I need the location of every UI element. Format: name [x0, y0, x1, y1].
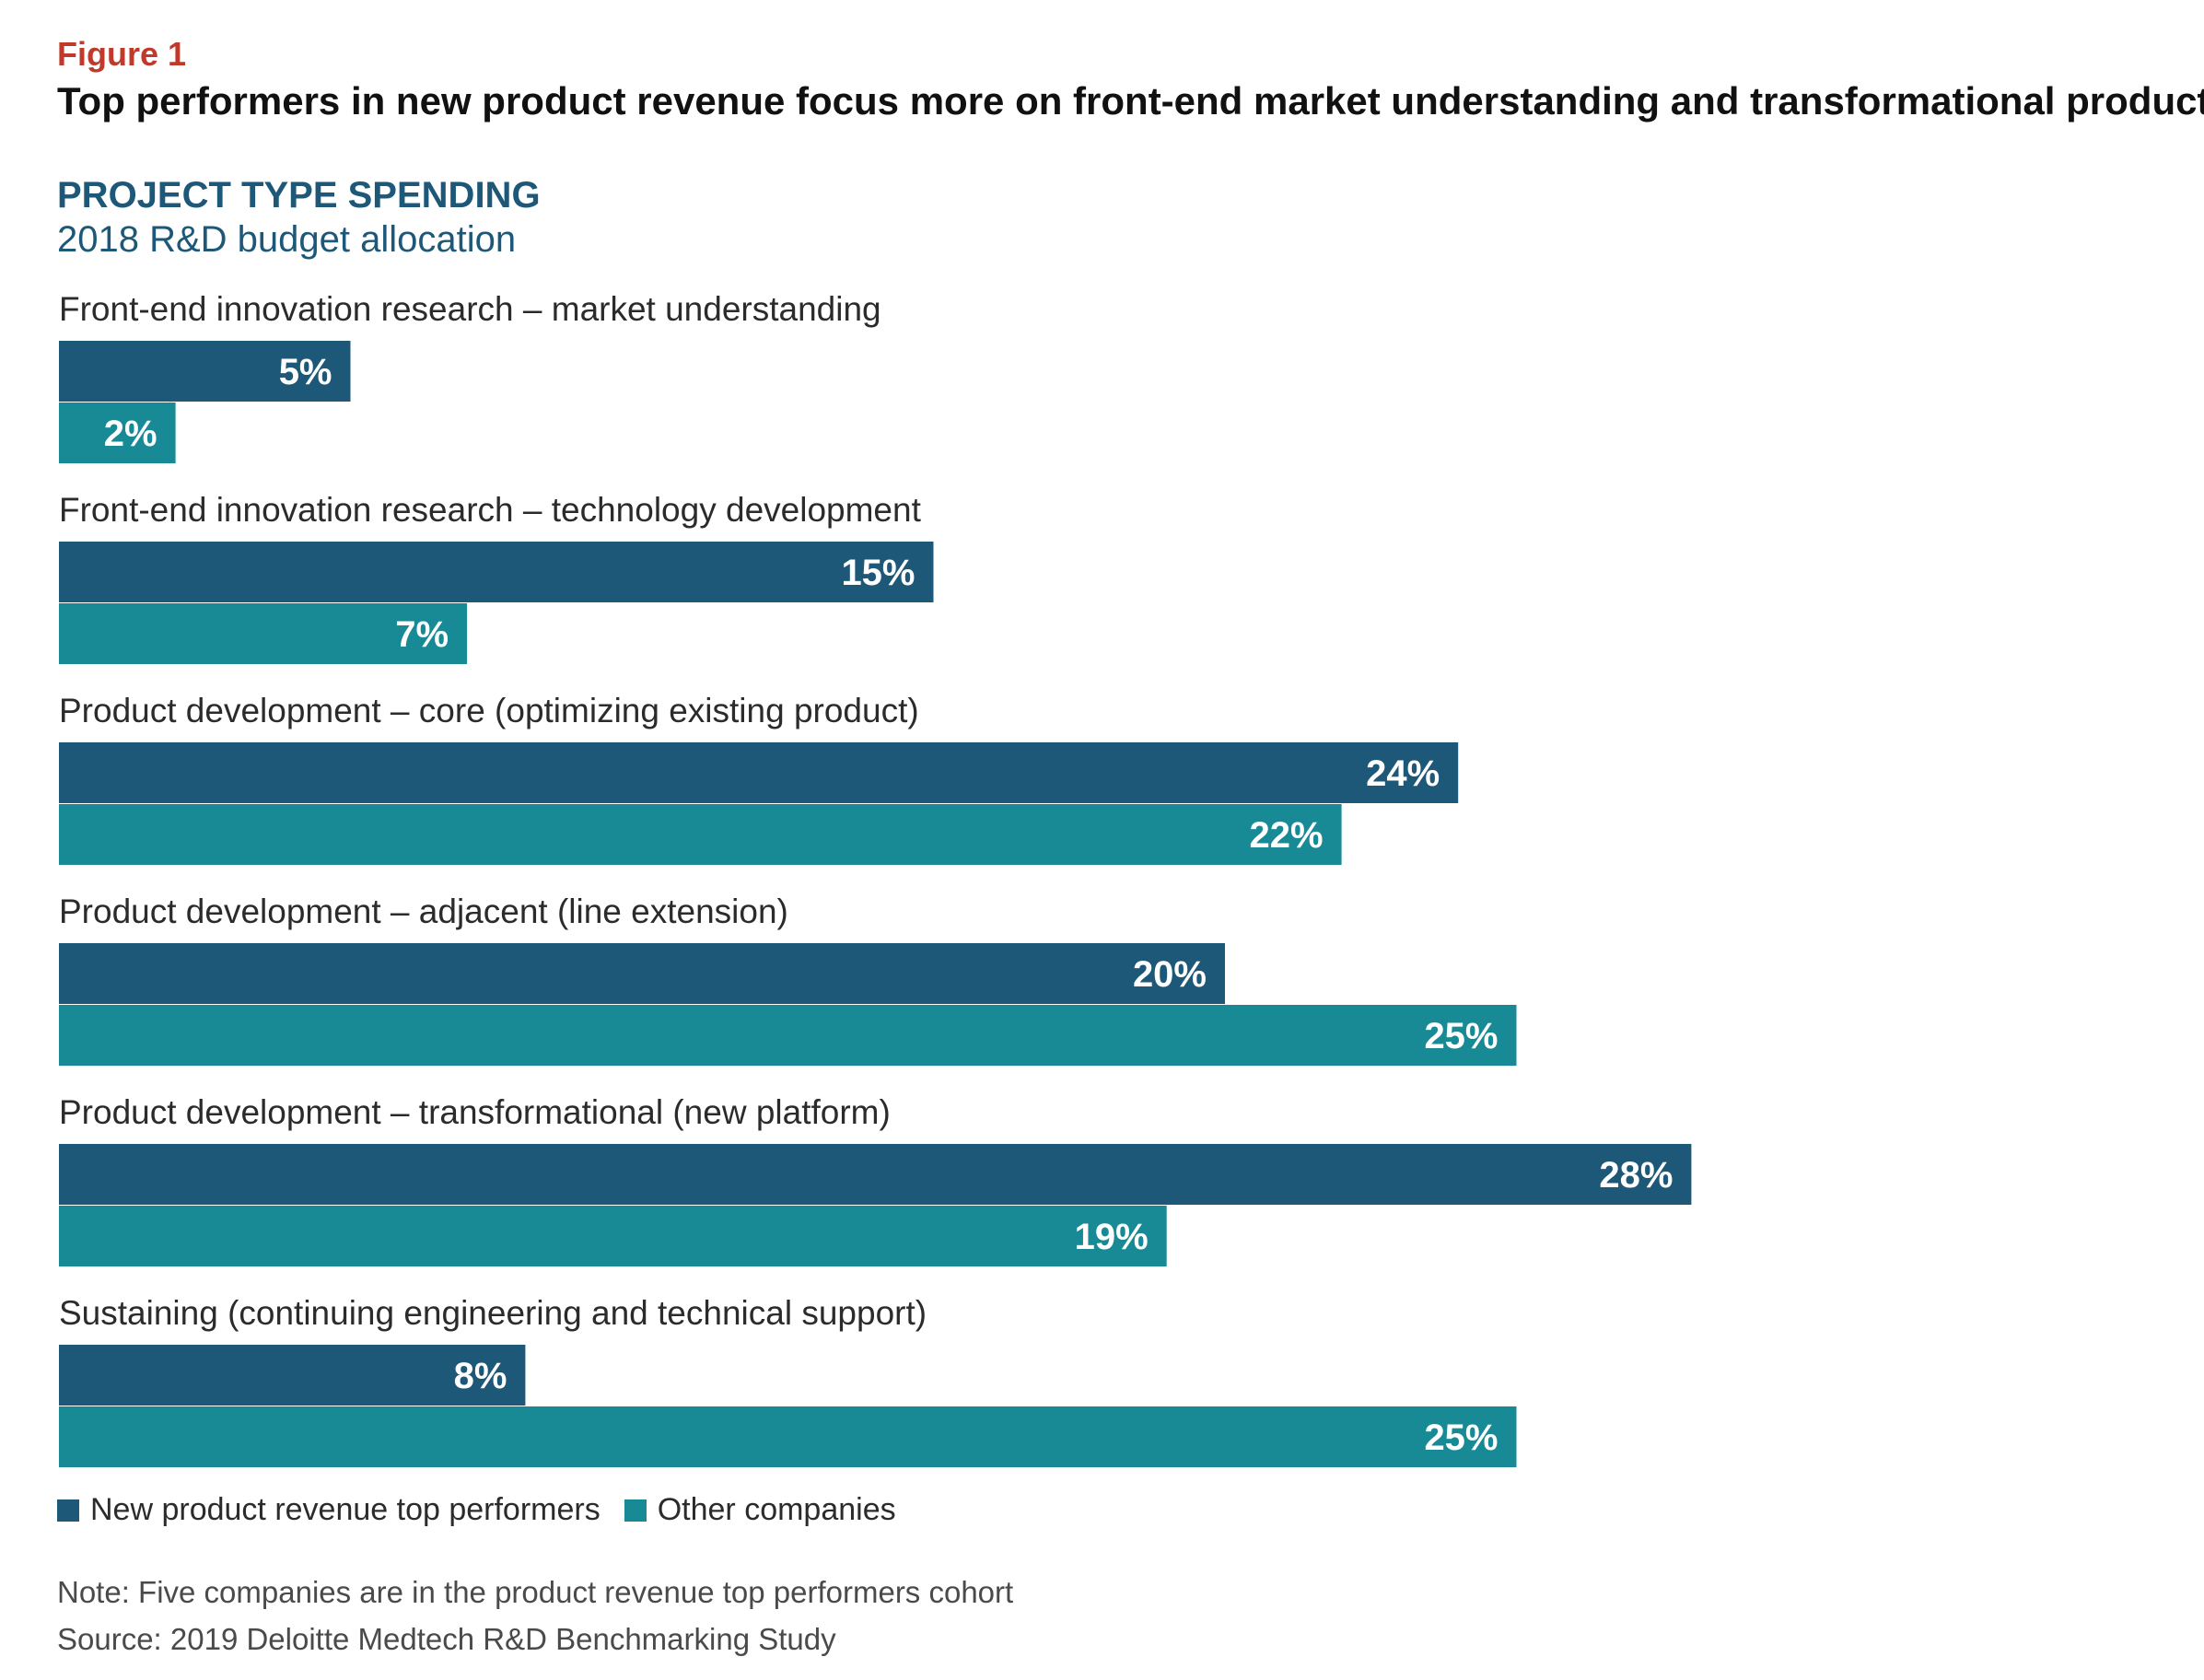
chart-title: PROJECT TYPE SPENDING — [57, 175, 541, 216]
bar-top-performers — [59, 542, 934, 602]
chart-source: Source: 2019 Deloitte Medtech R&D Benchm… — [57, 1622, 836, 1656]
data-label: 22% — [1250, 815, 1324, 856]
bar-other-companies — [59, 804, 1342, 865]
category-label: Front-end innovation research – market u… — [59, 290, 881, 328]
legend-swatch-other-companies — [624, 1499, 647, 1522]
chart-note: Note: Five companies are in the product … — [57, 1575, 1014, 1609]
bar-other-companies — [59, 603, 468, 664]
bar-top-performers — [59, 1345, 526, 1406]
data-label: 5% — [279, 352, 332, 392]
category-label: Sustaining (continuing engineering and t… — [59, 1294, 927, 1332]
figure-title: Top performers in new product revenue fo… — [57, 79, 2204, 122]
data-label: 7% — [395, 614, 449, 655]
bar-other-companies — [59, 1206, 1167, 1266]
figure-label: Figure 1 — [57, 35, 187, 73]
bar-chart: Front-end innovation research – market u… — [59, 290, 1692, 1467]
bar-other-companies — [59, 1406, 1517, 1467]
data-label: 2% — [104, 414, 157, 454]
data-label: 20% — [1133, 954, 1207, 995]
bar-top-performers — [59, 742, 1459, 803]
data-label: 28% — [1599, 1155, 1673, 1196]
category-label: Front-end innovation research – technolo… — [59, 491, 922, 529]
data-label: 15% — [841, 553, 915, 593]
chart-subtitle: 2018 R&D budget allocation — [57, 219, 517, 260]
data-label: 25% — [1424, 1016, 1498, 1056]
legend-label-other-companies: Other companies — [657, 1492, 896, 1527]
bar-top-performers — [59, 1144, 1692, 1205]
legend-item-top-performers: New product revenue top performers — [57, 1492, 601, 1528]
category-label: Product development – transformational (… — [59, 1093, 891, 1131]
bar-top-performers — [59, 943, 1225, 1004]
data-label: 25% — [1424, 1418, 1498, 1458]
category-label: Product development – core (optimizing e… — [59, 692, 919, 729]
bar-top-performers — [59, 341, 351, 402]
legend-label-top-performers: New product revenue top performers — [90, 1492, 601, 1527]
data-label: 24% — [1366, 753, 1440, 794]
chart-legend: New product revenue top performers Other… — [57, 1492, 896, 1528]
category-label: Product development – adjacent (line ext… — [59, 892, 788, 930]
data-label: 8% — [454, 1356, 507, 1396]
bar-other-companies — [59, 1005, 1517, 1066]
data-label: 19% — [1075, 1217, 1149, 1257]
legend-item-other-companies: Other companies — [624, 1492, 896, 1528]
bar-other-companies — [59, 402, 176, 463]
legend-swatch-top-performers — [57, 1499, 79, 1522]
